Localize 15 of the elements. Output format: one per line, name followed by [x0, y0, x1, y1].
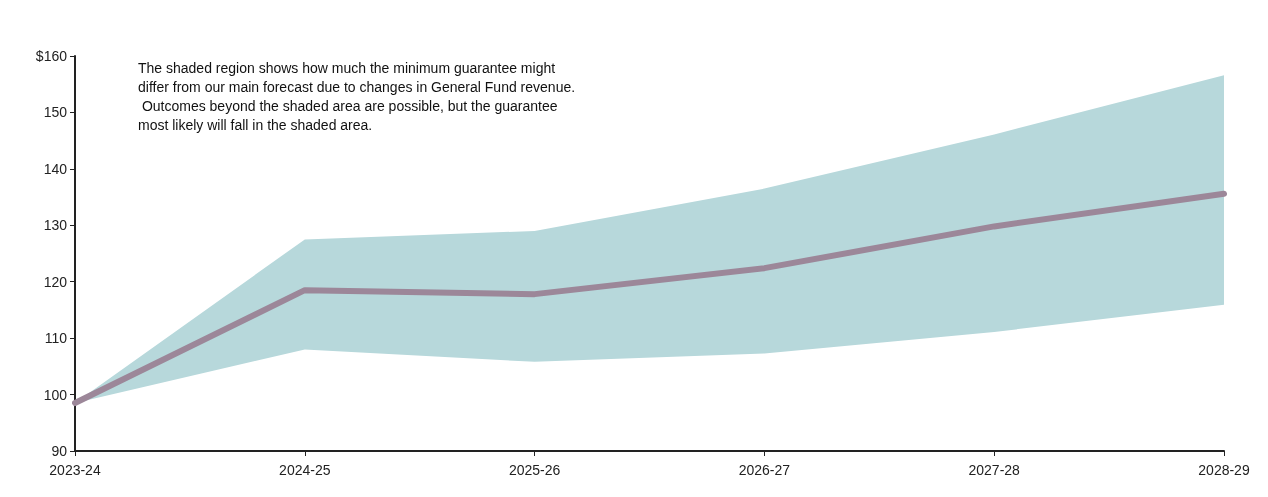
x-tick-label: 2025-26 — [508, 462, 561, 478]
x-tick-label: 2024-25 — [279, 462, 331, 478]
y-tick-label: 110 — [44, 330, 68, 347]
y-tick-label: $160 — [35, 48, 68, 64]
y-tick-label: 150 — [43, 104, 68, 121]
y-tick-label: 120 — [43, 273, 68, 290]
y-tick-label: 100 — [43, 386, 68, 403]
x-tick-label: 2028-29 — [1198, 462, 1250, 478]
y-tick-label: 130 — [43, 217, 68, 234]
x-tick-label: 2026-27 — [738, 462, 791, 478]
annotation: The shaded region shows how much the minimum guarantee might differ from our main forecast due to changes in General Fund revenue. Outcomes beyond the shaded area are possible, but the guarantee most likely will fall in the shaded area. — [138, 59, 576, 133]
x-tick-label: 2027-28 — [968, 462, 1021, 478]
x-tick-label: 2023-24 — [49, 462, 101, 478]
y-tick-label: 90 — [51, 443, 68, 459]
y-tick-label: 140 — [43, 160, 68, 177]
